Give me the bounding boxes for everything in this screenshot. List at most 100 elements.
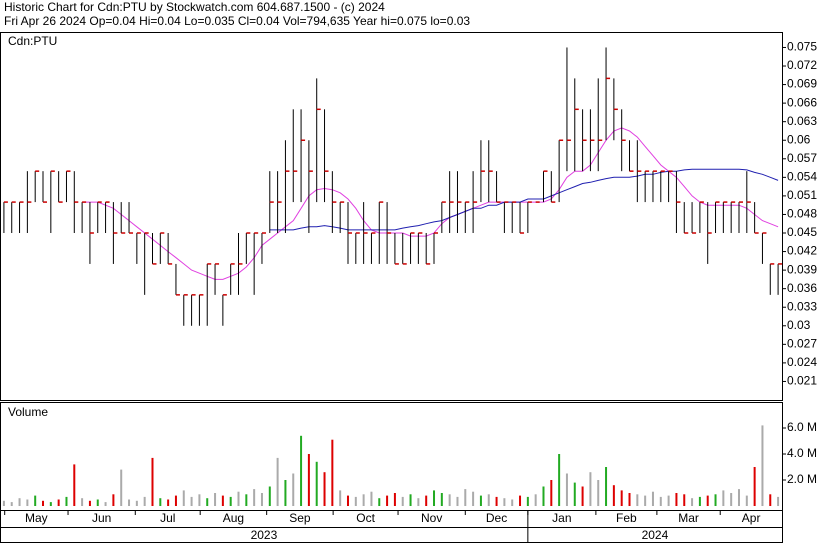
moving-average [82,127,779,280]
x-tick-label: Mar [678,511,699,525]
volume-bar [206,498,209,506]
volume-bar [174,495,177,506]
volume-bar [401,496,404,506]
y-tick-label: 0.075 [787,40,817,54]
y-tick-label: 0.048 [787,207,817,221]
volume-bar [683,494,686,506]
volume-bar [542,486,545,506]
volume-bar [440,493,443,506]
x-tick-label: Jul [160,511,175,525]
x-tick-label: May [25,511,48,525]
volume-bar [276,457,279,506]
volume-bar [534,494,537,506]
y-tick-label: 0.042 [787,244,817,258]
volume-bar [151,457,154,506]
volume-bar [519,495,522,506]
volume-bar [143,496,146,506]
x-tick-label: Jan [552,511,571,525]
volume-bar [81,498,84,506]
volume-bar [190,496,193,506]
chart-subtitle: Fri Apr 26 2024 Op=0.04 Hi=0.04 Lo=0.035… [4,14,470,28]
volume-tick-label: 4.0 M [787,446,817,460]
volume-bar [315,461,318,506]
volume-bar [620,490,623,506]
y-tick-label: 0.021 [787,374,817,388]
volume-bar [346,495,349,506]
price-panel [0,32,783,401]
volume-bar [112,494,115,506]
y-tick-label: 0.027 [787,337,817,351]
volume-bar [706,495,709,506]
volume-bar [667,495,670,506]
volume-bar [284,480,287,506]
volume-bar [456,496,459,506]
y-tick-label: 0.03 [787,318,811,332]
volume-bar [675,493,678,506]
volume-bar [511,499,514,506]
volume-bar [198,494,201,506]
volume-bar [362,494,365,506]
volume-bar [417,498,420,506]
y-tick-label: 0.033 [787,299,817,313]
volume-bar [581,486,584,506]
y-tick-label: 0.036 [787,281,817,295]
volume-bar [214,493,217,506]
volume-bar [605,467,608,506]
volume-bar [393,493,396,506]
volume-bar [268,486,271,506]
volume-bar [659,496,662,506]
volume-bar [558,454,561,506]
y-tick-label: 0.024 [787,355,817,369]
volume-label: Volume [8,405,48,419]
y-tick-label: 0.057 [787,151,817,165]
volume-bar [550,480,553,506]
volume-bar [18,498,21,506]
volume-bar [104,502,107,506]
volume-bar [651,491,654,506]
volume-bar [503,498,506,506]
year-label: 2024 [642,528,669,542]
chart-title: Historic Chart for Cdn:PTU by Stockwatch… [4,0,385,14]
volume-bar [331,439,334,506]
volume-tick-label: 6.0 M [787,420,817,434]
volume-bar [644,495,647,506]
volume-bar [565,473,568,506]
volume-bar [714,494,717,506]
volume-bar [730,493,733,506]
volume-bar [339,490,342,506]
volume-bar [159,498,162,506]
year-label: 2023 [251,528,278,542]
volume-bar [597,480,600,506]
volume-bar [722,490,725,506]
y-tick-label: 0.06 [787,132,811,146]
volume-bar [737,489,740,506]
volume-bar [167,499,170,506]
y-tick-label: 0.045 [787,225,817,239]
volume-bar [769,494,772,506]
volume-bar [73,464,76,506]
volume-bar [88,500,91,506]
volume-bar [777,496,780,506]
volume-bar [472,491,475,506]
volume-bar [42,500,45,506]
volume-bar [120,469,123,506]
y-tick-label: 0.063 [787,114,817,128]
volume-bar [26,499,29,506]
y-tick-label: 0.039 [787,262,817,276]
x-tick-label: Oct [356,511,375,525]
volume-bar [433,490,436,506]
y-tick-label: 0.051 [787,188,817,202]
volume-bar [573,482,576,506]
x-tick-label: Feb [616,511,637,525]
volume-tick-label: 2.0 M [787,472,817,486]
moving-average [269,168,779,231]
x-tick-label: Jun [92,511,111,525]
volume-bar [487,494,490,506]
volume-bar [135,500,138,506]
volume-bar [386,495,389,506]
y-tick-label: 0.072 [787,58,817,72]
volume-bar [526,496,529,506]
volume-bar [49,502,52,506]
